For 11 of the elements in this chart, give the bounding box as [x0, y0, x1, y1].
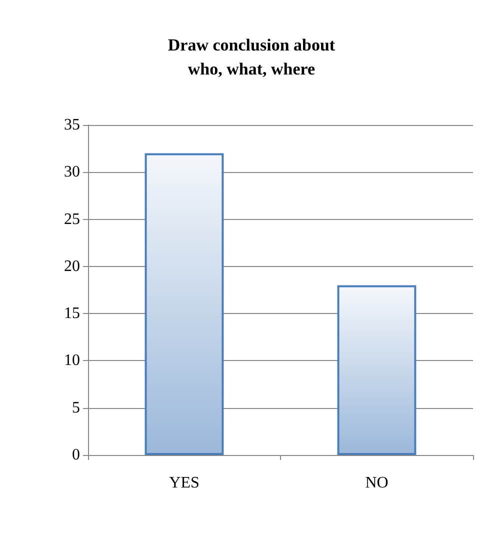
- y-tick-label: 5: [72, 399, 80, 416]
- x-tick-label: NO: [365, 474, 388, 492]
- y-tick-label: 20: [64, 258, 80, 275]
- y-tick-label: 25: [64, 210, 80, 228]
- y-tick-label: 30: [64, 164, 80, 181]
- x-tick-label: YES: [169, 474, 200, 492]
- chart-title: Draw conclusion about who, what, where: [168, 36, 336, 78]
- y-tick-label: 0: [72, 446, 80, 464]
- y-tick-label: 35: [64, 116, 80, 134]
- y-tick-label: 15: [64, 305, 80, 322]
- y-tick-label: 10: [64, 352, 80, 370]
